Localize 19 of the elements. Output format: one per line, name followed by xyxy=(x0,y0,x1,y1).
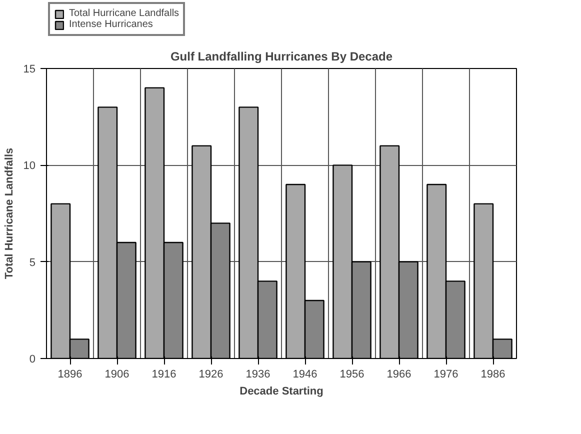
y-tick-label: 5 xyxy=(29,256,36,269)
x-tick-label: 1946 xyxy=(292,368,318,380)
x-axis-title: Decade Starting xyxy=(240,386,324,398)
x-tick-label: 1936 xyxy=(246,368,270,380)
x-tick-label: 1986 xyxy=(480,368,506,380)
x-tick-label: 1976 xyxy=(434,368,458,380)
x-tick-label: 1926 xyxy=(198,368,224,380)
legend-label: Intense Hurricanes xyxy=(69,19,153,30)
chart-title: Gulf Landfalling Hurricanes By Decade xyxy=(170,50,393,64)
x-tick-label: 1896 xyxy=(58,368,82,380)
y-tick-label: 0 xyxy=(29,354,36,366)
x-tick-label: 1916 xyxy=(152,368,176,380)
x-tick-label: 1956 xyxy=(340,368,364,380)
x-tick-label: 1966 xyxy=(386,368,412,380)
legend-label: Total Hurricane Landfalls xyxy=(69,8,180,19)
y-axis-title: Total Hurricane Landfalls xyxy=(3,148,16,280)
x-tick-label: 1906 xyxy=(104,368,130,380)
y-tick-label: 10 xyxy=(23,160,36,172)
y-tick-label: 15 xyxy=(23,64,36,76)
